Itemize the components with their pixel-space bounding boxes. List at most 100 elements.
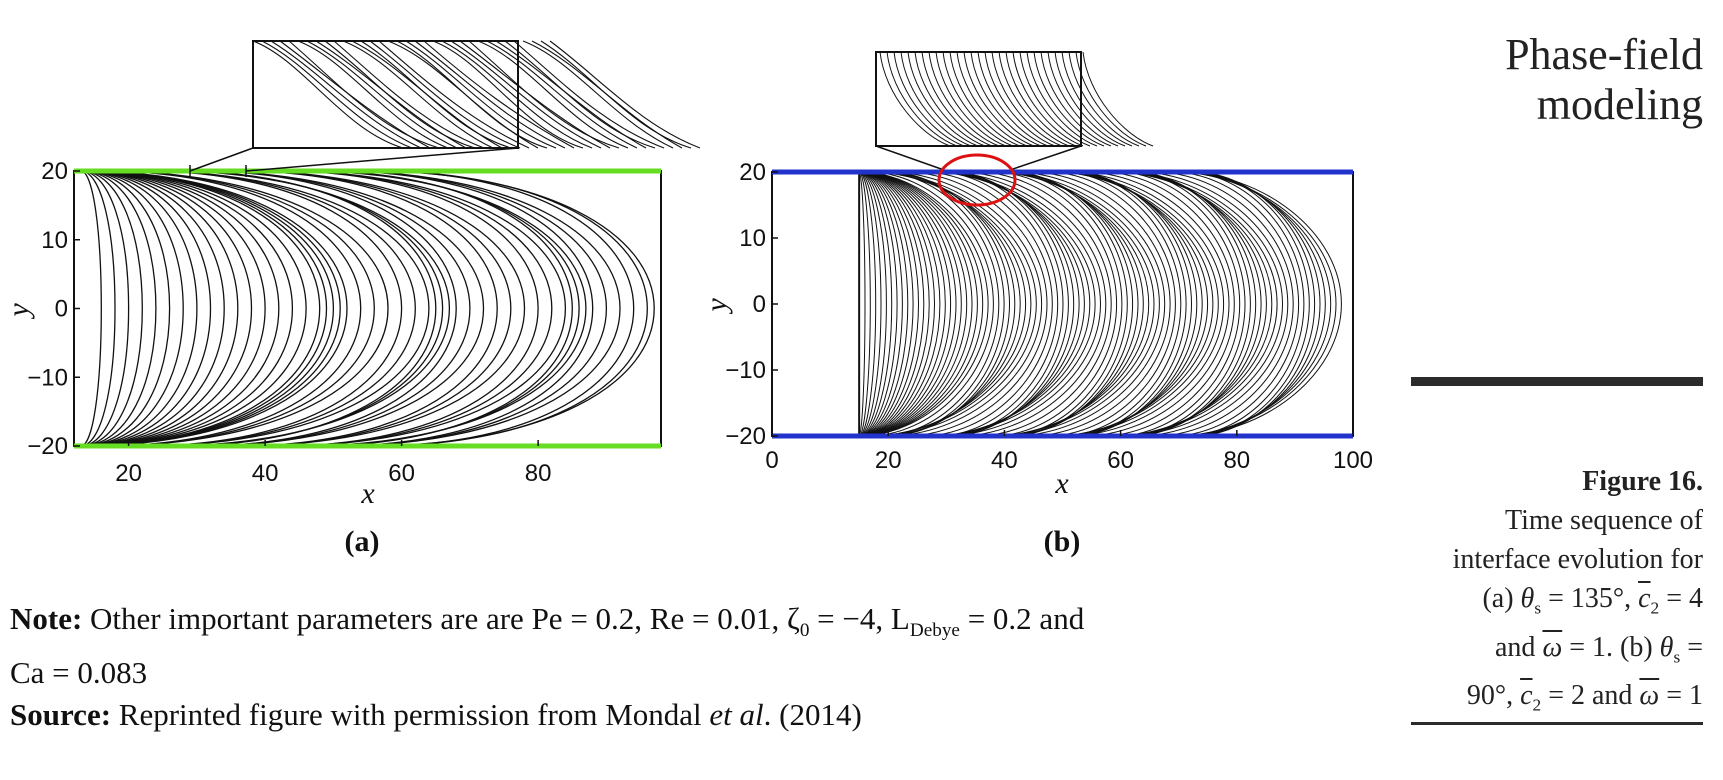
panel-b-contour [1029,171,1171,437]
panel-a-contour [278,170,553,447]
panel-a-contour [196,170,457,447]
panel-b-xtick-label: 60 [1107,447,1134,474]
panel-b-inset-line [1026,51,1098,147]
panel-a-contour [237,170,512,447]
panel-b-inset-line [879,51,951,147]
panel-b-inset-line [921,51,993,147]
panel-b-contour [867,171,994,437]
caption-line4: and ω = 1. (b) θs = [1403,628,1703,677]
panel-a-inset-line [450,40,602,149]
panel-a-inset-line [270,40,422,149]
panel-b-contour [1128,171,1246,437]
panel-a-ytick-label: 0 [55,296,68,323]
panel-a-contour [333,170,594,447]
panel-b-contour [1011,171,1166,437]
panel-b-inset-lines [879,51,1154,147]
panel-b-interface-contours [858,171,1342,437]
panel-a-contour [80,170,321,447]
panel-a-contour [80,170,307,447]
figure-number: Figure 16. [1582,466,1703,497]
panel-b-contour [859,171,925,437]
running-header-line1: Phase-field [1505,30,1703,79]
panel-a-xtick-label: 80 [525,460,552,487]
panel-b-contour [859,171,978,437]
panel-b-ytick-label: 20 [739,159,766,186]
panel-a-inset-line [423,40,575,149]
panel-a-contour [162,170,451,447]
panel-a-inset-line [486,40,638,149]
panel-a-contour [80,170,184,447]
panel-b-ytick-label: 10 [739,225,766,252]
caption-a-eq3: = 1. (b) [1562,631,1660,663]
panel-b-contour [1124,171,1262,437]
panel-b-contour [859,171,952,437]
panel-a-contour [80,170,280,447]
panel-b-contour [859,171,968,437]
source-line: Source: Reprinted figure with permission… [10,694,1300,736]
panel-a-label: (a) [345,525,380,558]
caption-b-eq1: = [1680,631,1703,663]
panel-b-inset-line [977,51,1049,147]
panel-b-contour [1004,171,1123,437]
panel-b-inset-line [893,51,965,147]
panel-b-inset-line [1061,51,1133,147]
panel-a-contour [80,170,102,447]
panel-b-inset-line [1033,51,1105,147]
caption-b-eq2: 90°, [1466,680,1521,712]
panel-a-inset [252,40,701,149]
panel-b-contour [887,171,1043,437]
panel-b-contour [858,171,866,437]
panel-b-contour [1113,171,1273,437]
panel-a-ytick-label: −20 [27,433,68,460]
panel-b-contour [859,171,898,437]
panel-a-ytick-label: 20 [41,158,68,185]
note-debye-sub: Debye [909,620,960,642]
note-label: Note: [10,601,83,636]
note-text2: = −4, L [809,601,910,636]
panel-b-contour [859,171,962,437]
panel-a-contour [80,170,130,447]
panel-a-inset-line [360,40,512,149]
panel-a-contour [80,170,294,447]
caption-line1: Time sequence of [1504,505,1703,536]
panel-a-contour [80,170,116,447]
caption-c-bar-b: c [1520,680,1533,712]
panel-b-contour [1154,171,1294,437]
panel-a-contour [196,170,471,447]
panel-a-inset-line [261,40,413,149]
panel-b-contour [880,171,1000,437]
panel-b-inset-line [970,51,1042,147]
panel-a-inset-line [432,40,584,149]
caption-theta-b-sub: s [1673,647,1681,667]
panel-b-contour [1055,171,1219,437]
panel-b-xlabel: x [1054,467,1069,500]
panel-a-interface-contours [80,170,655,447]
panel-b-inset [875,51,1154,147]
panel-b-contour [1116,171,1241,437]
panel-b-contour [1082,171,1230,437]
panel-a-contour [80,170,348,447]
panel-b-ytick-label: −20 [725,423,766,450]
panel-b-contour [1175,171,1332,437]
panel-a-contour [80,170,328,447]
panel-a-inset-line [477,40,629,149]
panel-a-contour [80,170,253,447]
panel-b-ytick-label: −10 [725,357,766,384]
caption-omega-bar-a: ω [1542,631,1563,663]
panel-a-contour [237,170,498,447]
panel-b-contour [858,171,871,437]
panel-b-contour [929,171,1091,437]
panel-b-contour [1066,171,1225,437]
panel-b-inset-line [1040,51,1112,147]
note-line2: Ca = 0.083 [10,655,148,691]
panel-b-inset-line [984,51,1056,147]
panel-a-contour [367,170,655,447]
panel-b-inset-line [1012,51,1084,147]
panel-b-contour [1046,171,1176,437]
panel-a-ticks: 20 40 60 80 20 10 0 −10 −20 [27,158,551,487]
caption-b-eq3: = 2 and [1541,680,1640,712]
panel-b-inset-line [991,51,1063,147]
panel-a-contour [80,170,239,447]
panel-b-contour [858,171,882,437]
